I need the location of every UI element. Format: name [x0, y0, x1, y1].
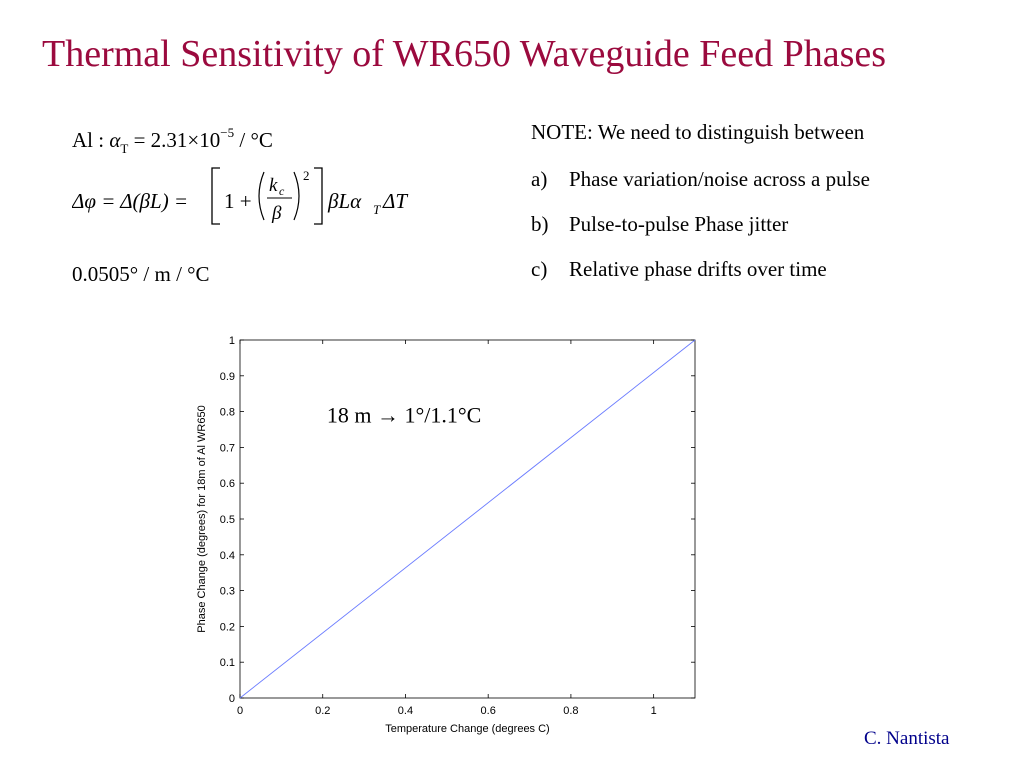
right-bracket	[314, 167, 323, 225]
y-tick-label: 0.1	[220, 657, 235, 669]
note-text: Phase variation/noise across a pulse	[569, 167, 870, 191]
y-tick-label: 1	[229, 335, 235, 347]
chart-annotation: 18 m → 1°/1.1°C	[327, 402, 482, 427]
tick-labels: 0 0.2 0.4 0.6 0.8 1 0 0.1 0.2 0.3 0.4 0.5 0.6 0.7 0.8 0…	[220, 335, 657, 717]
alpha-relation: = 2.31×10	[133, 128, 221, 152]
right-paren	[293, 171, 300, 221]
x-tick-label: 0.8	[563, 705, 578, 717]
note-item: a) Phase variation/noise across a pulse	[531, 167, 971, 192]
y-tick-label: 0.5	[220, 514, 235, 526]
x-tick-label: 0	[237, 705, 243, 717]
fraction-denominator: β	[271, 203, 282, 224]
x-tick-label: 0.6	[481, 705, 496, 717]
alpha-symbol: α	[109, 128, 121, 152]
note-item: c) Relative phase drifts over time	[531, 257, 971, 282]
phase-chart: 0 0.2 0.4 0.6 0.8 1 0 0.1 0.2 0.3 0.4 0.5 0.6 0.7 0.8 0…	[196, 335, 696, 735]
note-item: b) Pulse-to-pulse Phase jitter	[531, 212, 971, 237]
fraction-numerator: k	[269, 175, 278, 196]
y-tick-label: 0.9	[220, 371, 235, 383]
notes-block: NOTE: We need to distinguish between a) …	[531, 120, 971, 302]
sensitivity-value: 0.0505° / m / °C	[72, 262, 210, 286]
note-text: Relative phase drifts over time	[569, 257, 827, 281]
phase-rhs: βLα	[327, 189, 362, 213]
left-paren	[258, 171, 265, 221]
y-tick-label: 0.6	[220, 478, 235, 490]
alpha-equation: Al : αT = 2.31×10−5 / °C	[72, 125, 273, 156]
note-label: a)	[531, 167, 548, 191]
left-bracket	[211, 167, 220, 225]
y-tick-label: 0.2	[220, 621, 235, 633]
y-tick-label: 0.8	[220, 407, 235, 419]
x-tick-label: 0.4	[398, 705, 413, 717]
phase-rhs-tail: ΔT	[382, 189, 408, 213]
phase-equation: Δφ = Δ(βL) = 1 + k c β 2 βLα T ΔT	[72, 167, 408, 225]
y-axis-label: Phase Change (degrees) for 18m of Al WR6…	[196, 405, 208, 632]
note-label: c)	[531, 257, 548, 281]
alpha-unit: / °C	[239, 128, 273, 152]
y-tick-label: 0.3	[220, 586, 235, 598]
alpha-exponent: −5	[220, 125, 235, 140]
author-name: C. Nantista	[864, 728, 950, 749]
phase-lhs: Δφ = Δ(βL) =	[72, 189, 188, 213]
y-tick-label: 0	[229, 693, 235, 705]
x-tick-label: 1	[651, 705, 657, 717]
notes-heading: NOTE: We need to distinguish between	[531, 120, 865, 144]
note-text: Pulse-to-pulse Phase jitter	[569, 212, 789, 236]
slide-title: Thermal Sensitivity of WR650 Waveguide F…	[42, 33, 887, 75]
alpha-label: Al :	[72, 128, 105, 152]
x-tick-label: 0.2	[315, 705, 330, 717]
y-tick-label: 0.7	[220, 442, 235, 454]
power-two: 2	[303, 168, 310, 183]
phase-rhs-sub: T	[373, 202, 381, 217]
one-plus: 1 +	[224, 189, 252, 213]
x-axis-label: Temperature Change (degrees C)	[385, 723, 549, 735]
note-label: b)	[531, 212, 549, 236]
fraction-numerator-sub: c	[279, 184, 285, 198]
series-line	[239, 339, 696, 699]
alpha-subscript: T	[120, 141, 129, 156]
y-tick-label: 0.4	[220, 550, 235, 562]
